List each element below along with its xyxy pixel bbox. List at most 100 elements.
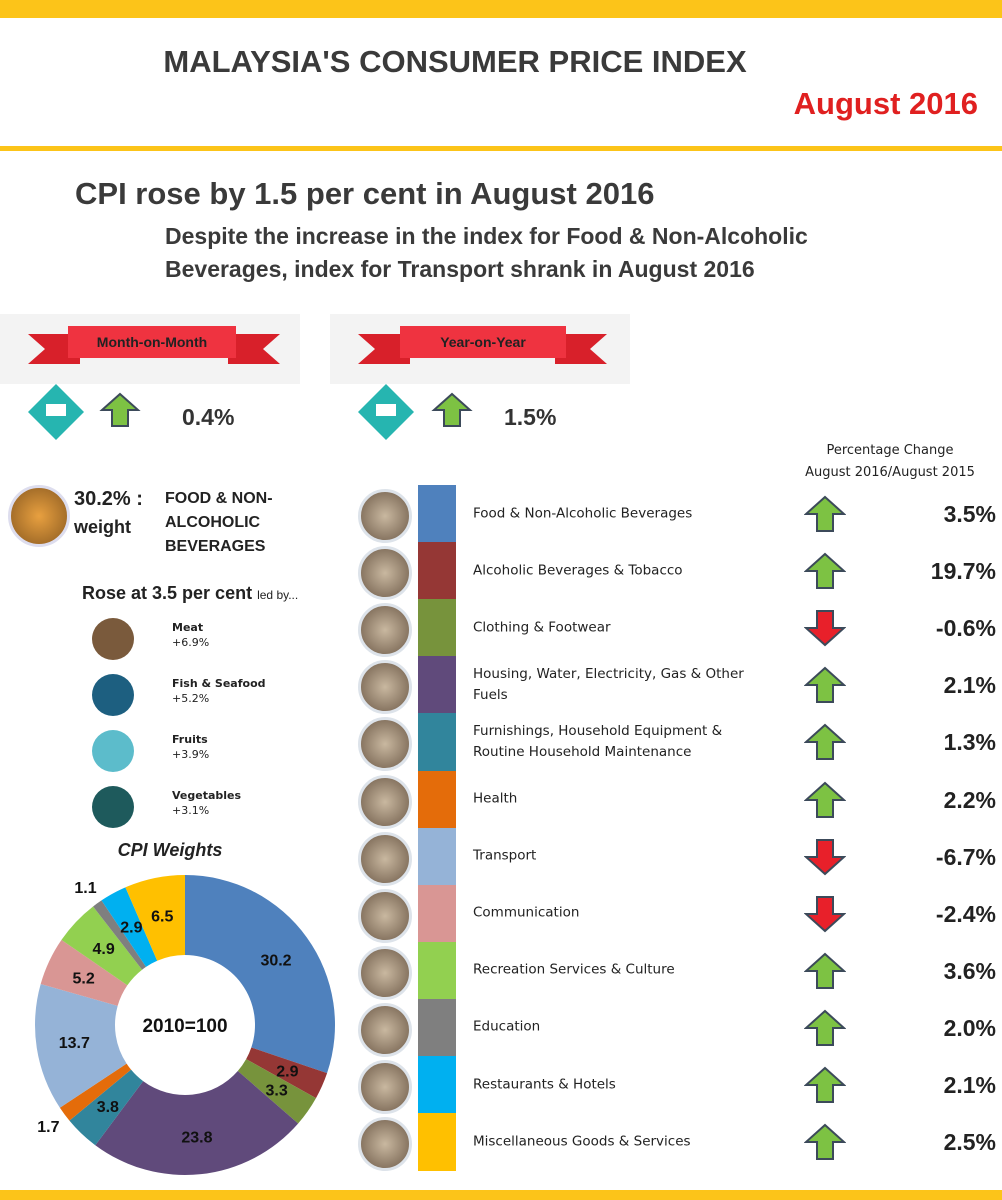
food-name: FOOD & NON-ALCOHOLIC BEVERAGES	[165, 490, 273, 555]
color-band	[418, 827, 456, 886]
change-value: -6.7%	[935, 843, 996, 870]
category-photo	[358, 945, 412, 1000]
change-value: 2.2%	[943, 786, 996, 813]
ribbon-label: Month-on-Month	[97, 334, 207, 350]
category-photo	[358, 660, 412, 715]
top-bar	[0, 0, 1002, 18]
change-arrow	[804, 781, 846, 818]
category-photo	[358, 774, 412, 829]
data-label: 1.1	[74, 880, 96, 897]
up-arrow	[804, 552, 846, 590]
change-value: -0.6%	[935, 615, 996, 642]
food-photo	[8, 485, 70, 547]
category-label: Communication	[473, 904, 580, 921]
ribbon	[68, 326, 236, 358]
title: MALAYSIA'S CONSUMER PRICE INDEX	[163, 44, 747, 79]
donut-slice	[101, 887, 158, 967]
bottom-bar	[0, 1190, 1002, 1200]
change-arrow	[804, 1123, 846, 1161]
food-weight: 30.2% :	[74, 488, 143, 510]
change-value: 2.1%	[943, 1072, 996, 1098]
ribbon-tail	[358, 334, 410, 364]
color-band	[418, 542, 456, 600]
date: August 2016	[793, 86, 978, 121]
up-arrow	[804, 495, 846, 532]
down-arrow	[804, 610, 846, 647]
down-arrow	[804, 895, 846, 933]
color-band	[418, 713, 456, 771]
color-band	[418, 884, 456, 943]
data-label: 1.7	[37, 1119, 59, 1136]
up-arrow	[804, 724, 846, 761]
donut-slice	[246, 1047, 328, 1099]
food-icon	[92, 618, 134, 660]
color-band	[418, 656, 456, 714]
category-photo	[358, 546, 412, 601]
chart-title: CPI Weights	[118, 840, 223, 860]
food-icon	[92, 730, 134, 772]
color-band	[418, 941, 456, 1000]
category-label: Miscellaneous Goods & Services	[473, 1133, 691, 1150]
change-header: Percentage Change August 2016/August 2015	[770, 440, 1002, 484]
category-label: Recreation Services & Culture	[473, 961, 675, 978]
up-arrow	[804, 1123, 846, 1161]
donut-slice	[93, 900, 147, 970]
up-arrow	[804, 1066, 846, 1103]
change-arrow	[804, 1066, 846, 1103]
food-item-name: Vegetables	[172, 789, 242, 802]
cart-icon	[358, 384, 414, 440]
header-line: Percentage Change	[826, 443, 954, 458]
donut-slice	[125, 875, 185, 961]
donut-slice	[69, 1069, 144, 1146]
change-arrow	[804, 895, 846, 933]
change-arrow	[804, 952, 846, 989]
food-item-change: +3.1%	[172, 804, 210, 817]
change-arrow	[804, 838, 846, 875]
up-arrow	[804, 666, 846, 704]
category-label: Clothing & Footwear	[473, 619, 611, 636]
category-photo	[358, 717, 412, 772]
food-weight-label: weight	[74, 517, 131, 537]
divider	[0, 146, 1002, 151]
color-band	[418, 1113, 456, 1171]
color-band	[418, 485, 456, 543]
food-item: Fruits +3.9%	[172, 732, 209, 762]
data-label: 2.9	[120, 920, 142, 937]
category-label: Food & Non-Alcoholic Beverages	[473, 505, 693, 522]
up-arrow	[431, 392, 473, 427]
color-band	[418, 599, 456, 657]
change-arrow	[804, 666, 846, 704]
category-label: Furnishings, Household Equipment & Routi…	[473, 722, 723, 760]
cart-icon	[28, 384, 84, 440]
category-label: Housing, Water, Electricity, Gas & Other…	[473, 665, 744, 703]
up-arrow	[804, 1009, 846, 1046]
change-value: 19.7%	[930, 558, 996, 585]
category-label: Restaurants & Hotels	[473, 1076, 616, 1093]
category-photo	[358, 603, 412, 658]
change-arrow	[804, 1009, 846, 1046]
up-arrow	[804, 952, 846, 989]
ribbon-tail	[555, 334, 607, 364]
donut-slice	[40, 939, 128, 1006]
donut-slice	[59, 1063, 132, 1121]
food-item: Fish & Seafood +5.2%	[172, 676, 266, 706]
color-band	[418, 1056, 456, 1114]
ribbon-label: Year-on-Year	[440, 334, 526, 350]
header-line: August 2016/August 2015	[805, 465, 975, 480]
food-item-change: +3.9%	[172, 748, 210, 761]
food-icon	[92, 786, 134, 828]
color-band	[418, 770, 456, 829]
subheadline: Despite the increase in the index for Fo…	[165, 223, 808, 282]
led-by: led by...	[257, 588, 299, 602]
data-label: 30.2	[260, 953, 291, 970]
data-label: 23.8	[181, 1129, 212, 1146]
mom-value: 0.4%	[182, 404, 235, 430]
category-photo	[358, 1002, 412, 1057]
change-value: 1.3%	[943, 729, 996, 756]
food-item-change: +6.9%	[172, 636, 210, 649]
category-label: Alcoholic Beverages & Tobacco	[473, 562, 683, 579]
change-arrow	[804, 552, 846, 590]
data-label: 13.7	[59, 1035, 90, 1052]
up-arrow	[99, 392, 141, 427]
color-band	[418, 998, 456, 1057]
